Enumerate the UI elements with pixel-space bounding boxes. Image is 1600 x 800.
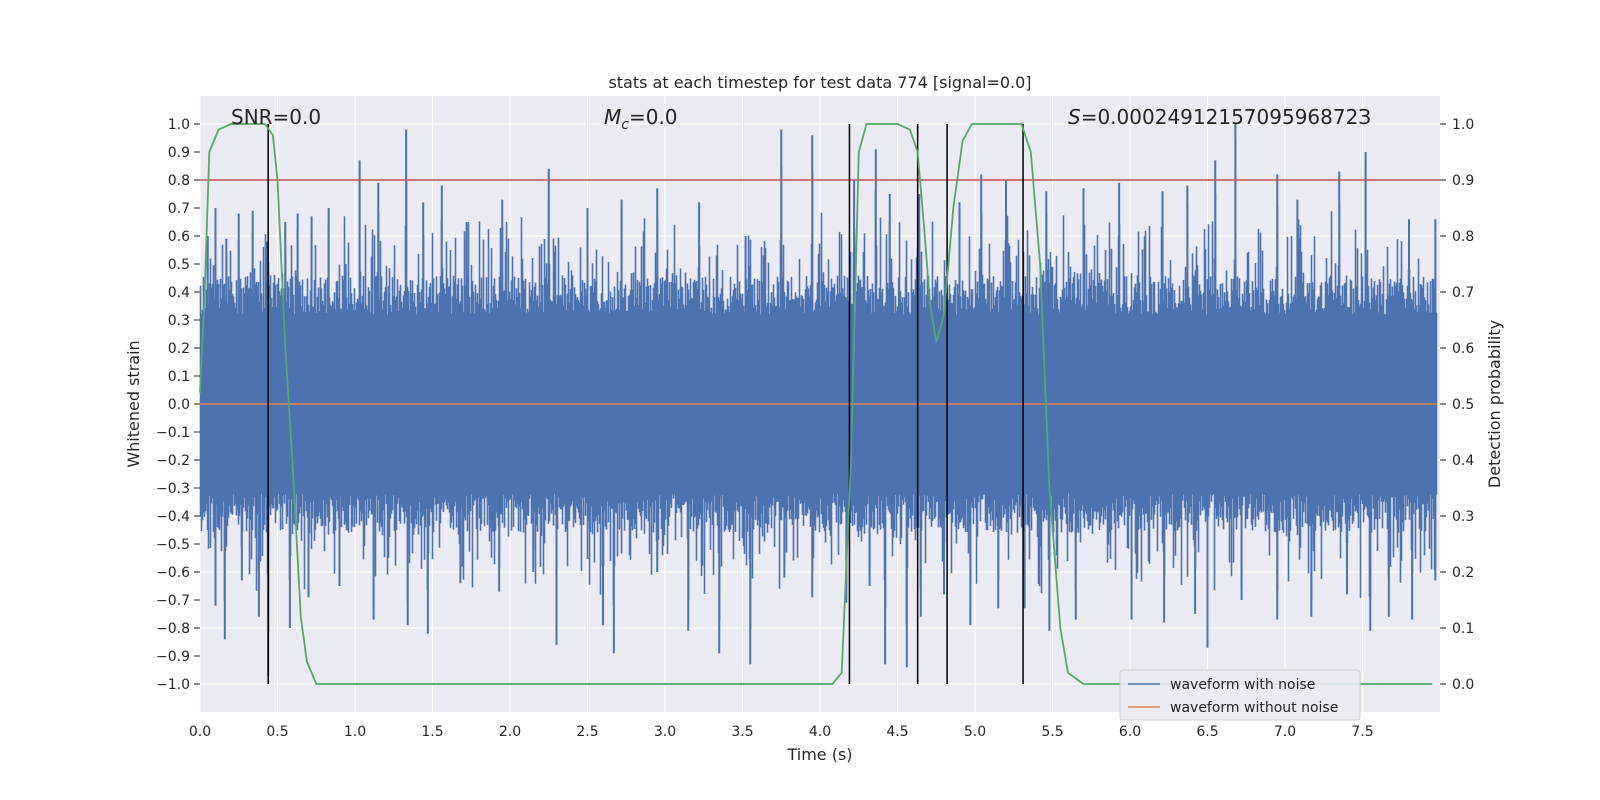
y-tick-label-left: 0.9 [168, 145, 190, 161]
x-tick-label: 4.5 [886, 724, 908, 740]
y-tick-label-left: −0.3 [156, 481, 190, 497]
y-tick-label-left: 0.4 [168, 285, 190, 301]
score-value: =0.0002491215709596872З [1081, 105, 1371, 129]
x-tick-label: 1.5 [421, 724, 443, 740]
x-tick-label: 3.0 [654, 724, 676, 740]
y-tick-label-right: 0.9 [1452, 173, 1474, 189]
x-tick-label: 7.5 [1351, 724, 1373, 740]
y-tick-label-left: −1.0 [156, 677, 190, 693]
snr-annotation: SNR=0.0 [231, 105, 321, 129]
detection-probability-line [199, 123, 1433, 685]
y-tick-label-left: −0.4 [156, 509, 190, 525]
y-tick-label-left: −0.9 [156, 649, 190, 665]
chirp-mass-subscript: c [621, 117, 629, 133]
x-tick-label: 5.5 [1041, 724, 1063, 740]
y-tick-label-right: 0.0 [1452, 677, 1474, 693]
y-tick-label-right: 0.6 [1452, 341, 1474, 357]
y-tick-label-left: 0.5 [168, 257, 190, 273]
legend-label-clean: waveform without noise [1170, 700, 1338, 716]
y-tick-label-left: −0.5 [156, 537, 190, 553]
y-tick-label-left: 0.7 [168, 201, 190, 217]
y-tick-label-left: 1.0 [168, 117, 190, 133]
legend-label-noise: waveform with noise [1170, 677, 1315, 693]
x-tick-label: 5.0 [964, 724, 986, 740]
x-tick-label: 2.0 [499, 724, 521, 740]
y-tick-label-right: 0.5 [1452, 397, 1474, 413]
y-tick-label-right: 0.1 [1452, 621, 1474, 637]
legend: waveform with noise waveform without noi… [1119, 669, 1361, 721]
y-tick-label-right: 0.8 [1452, 229, 1474, 245]
x-tick-label: 0.5 [266, 724, 288, 740]
x-tick-label: 3.5 [731, 724, 753, 740]
overlays [199, 123, 1440, 685]
chirp-mass-annotation: Mc=0.0 [604, 105, 678, 133]
chirp-mass-symbol: M [604, 105, 621, 129]
y-tick-label-left: 0.3 [168, 313, 190, 329]
chirp-mass-value: =0.0 [629, 105, 678, 129]
tick-labels: 0.0 0.5 1.0 1.5 2.0 2.5 3.0 3.5 4.0 4.5 5.0 5.5 6.0 6… [156, 117, 1474, 740]
y-tick-label-left: −0.8 [156, 621, 190, 637]
y-tick-label-left: 0.2 [168, 341, 190, 357]
legend-box [1119, 669, 1361, 721]
y-axis-label-right: Detection probability [1485, 320, 1504, 488]
y-tick-label-left: −0.7 [156, 593, 190, 609]
y-tick-label-right: 0.2 [1452, 565, 1474, 581]
y-tick-label-left: −0.2 [156, 453, 190, 469]
y-tick-label-left: −0.1 [156, 425, 190, 441]
y-tick-label-left: −0.6 [156, 565, 190, 581]
y-tick-label-left: 0.8 [168, 173, 190, 189]
y-tick-label-right: 0.4 [1452, 453, 1474, 469]
score-symbol: S [1068, 105, 1081, 129]
y-tick-label-right: 1.0 [1452, 117, 1474, 133]
x-tick-label: 7.0 [1274, 724, 1296, 740]
y-tick-label-right: 0.7 [1452, 285, 1474, 301]
x-tick-label: 2.5 [576, 724, 598, 740]
y-tick-label-left: 0.1 [168, 369, 190, 385]
chart-title: stats at each timestep for test data 774… [608, 73, 1031, 92]
x-tick-label: 6.5 [1196, 724, 1218, 740]
x-tick-label: 6.0 [1119, 724, 1141, 740]
y-tick-label-left: 0.0 [168, 397, 190, 413]
x-tick-label: 0.0 [189, 724, 211, 740]
y-axis-label-left: Whitened strain [124, 340, 143, 467]
y-tick-label-left: 0.6 [168, 229, 190, 245]
y-tick-label-right: 0.3 [1452, 509, 1474, 525]
x-tick-label: 4.0 [809, 724, 831, 740]
score-annotation: S=0.0002491215709596872З [1068, 105, 1371, 129]
x-tick-label: 1.0 [344, 724, 366, 740]
x-axis-label: Time (s) [786, 745, 852, 764]
